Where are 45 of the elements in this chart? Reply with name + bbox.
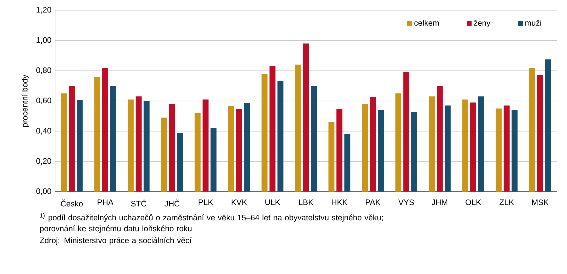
bar <box>128 100 134 192</box>
bar <box>102 68 108 192</box>
bar <box>478 96 484 192</box>
bar <box>470 102 476 192</box>
bar <box>144 101 150 192</box>
bar <box>537 75 544 192</box>
bar <box>210 128 217 192</box>
bar <box>94 76 100 192</box>
bar <box>396 94 402 192</box>
bar <box>344 134 351 192</box>
bar <box>404 72 410 192</box>
bar <box>336 109 343 192</box>
bar <box>545 60 552 192</box>
bar <box>529 68 536 192</box>
bar <box>169 104 176 192</box>
bar <box>236 109 242 192</box>
bar <box>303 44 310 192</box>
bar <box>362 104 368 192</box>
bar <box>462 100 468 192</box>
bar <box>76 100 83 192</box>
bar <box>69 86 75 192</box>
bar <box>278 81 284 192</box>
bar <box>61 94 68 192</box>
bar <box>512 110 518 192</box>
bar <box>202 100 209 192</box>
bar <box>177 132 184 192</box>
bar <box>378 110 384 192</box>
bar <box>136 96 142 192</box>
bar <box>295 64 302 192</box>
bar <box>370 97 376 192</box>
bar <box>504 106 510 192</box>
bar <box>412 112 418 192</box>
bar <box>496 108 502 192</box>
bar <box>262 74 268 192</box>
bar <box>429 96 436 192</box>
bar <box>228 106 234 192</box>
bar <box>194 113 201 192</box>
bar <box>444 106 451 192</box>
bar <box>437 86 443 192</box>
bar <box>110 86 116 192</box>
bar <box>270 66 276 192</box>
bar <box>311 86 318 192</box>
bar <box>161 118 168 192</box>
bar <box>244 103 250 192</box>
bar <box>328 122 335 192</box>
